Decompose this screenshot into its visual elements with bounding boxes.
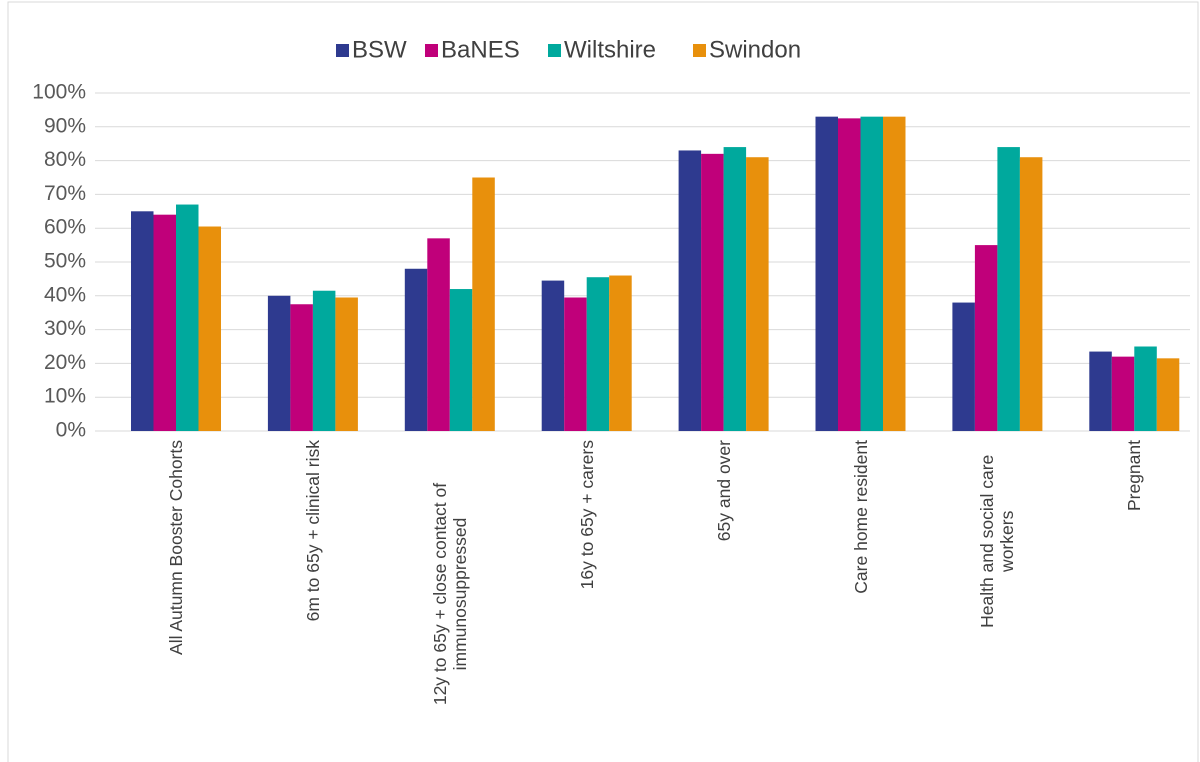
bar [586,277,610,431]
y-tick-label: 30% [44,317,86,340]
bar [1019,157,1043,431]
legend-label: Swindon [709,36,801,63]
bar [449,289,473,431]
bar [312,290,336,431]
y-tick-label: 10% [44,385,86,408]
x-tick-label: 6m to 65y + clinical risk [302,440,323,622]
x-tick-label: Care home resident [850,440,871,594]
legend-label: BaNES [441,36,520,63]
legend-swatch [336,44,349,57]
bar [723,147,747,431]
bar [678,150,702,431]
legend-swatch [425,44,438,57]
bar [290,304,313,431]
x-tick-label: 12y to 65y + close contact of immunosupp… [429,482,470,706]
bar [404,268,428,431]
bar [153,214,176,431]
y-tick-label: 90% [44,114,86,137]
bar [609,275,632,431]
bar [974,245,998,431]
bar [267,295,291,431]
y-tick-label: 50% [44,250,86,273]
bar [860,116,883,431]
bar [883,116,906,431]
legend-swatch [693,44,706,57]
y-tick-label: 0% [56,419,86,442]
x-tick-label: All Autumn Booster Cohorts [165,440,186,655]
bar [746,157,769,431]
bar [427,238,450,431]
bar [472,177,495,431]
bar [701,153,724,431]
bar [176,204,199,431]
y-tick-label: 60% [44,216,86,239]
y-tick-label: 100% [32,81,86,104]
bar [564,297,587,431]
bar [997,147,1020,431]
bar [1111,356,1135,431]
legend-label: Wiltshire [564,36,656,63]
y-tick-label: 40% [44,283,86,306]
legend-label: BSW [352,36,407,63]
bar [1089,351,1112,431]
x-tick-label: 16y to 65y + carers [576,440,597,590]
bar [1134,346,1157,431]
bar [541,280,565,431]
bar [131,211,154,431]
legend-swatch [548,44,561,57]
y-tick-label: 20% [44,351,86,374]
bar [815,116,838,431]
bar [952,302,975,431]
bar [1156,358,1180,431]
x-tick-label: Pregnant [1124,440,1145,512]
chart-border [7,1,1199,762]
bar [198,226,221,431]
bar [838,118,861,431]
bar [335,297,358,431]
y-tick-label: 70% [44,182,86,205]
y-tick-label: 80% [44,148,86,171]
x-tick-label: 65y and over [713,440,734,542]
x-tick-label: Health and social care workers [977,454,1018,628]
